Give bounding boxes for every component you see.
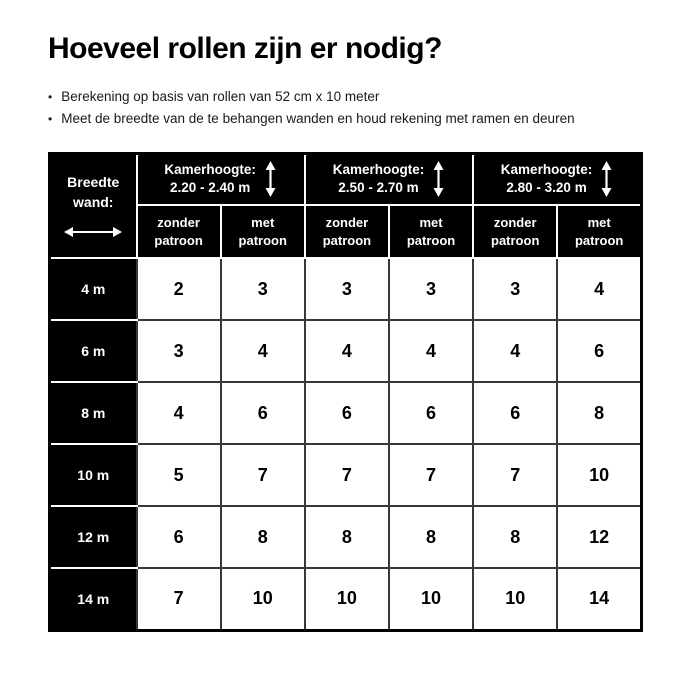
value-cell: 7	[472, 443, 559, 507]
table-row: 12 m 6 8 8 8 8 12	[48, 505, 643, 569]
subheader-zonder-patroon: zonder patroon	[135, 204, 222, 259]
value-cell: 8	[556, 381, 643, 445]
row-label: 14 m	[48, 567, 138, 631]
bullet-item: • Berekening op basis van rollen van 52 …	[48, 86, 652, 108]
subheader-met-patroon: met patroon	[556, 204, 643, 259]
row-label: 8 m	[48, 381, 138, 445]
bullet-icon: •	[48, 89, 53, 104]
value-cell: 10	[472, 567, 559, 631]
subheader-zonder-patroon: zonder patroon	[472, 204, 559, 259]
table-row: 6 m 3 4 4 4 4 6	[48, 319, 643, 383]
row-label: 12 m	[48, 505, 138, 569]
value-cell: 6	[387, 381, 475, 445]
value-cell: 4	[135, 381, 222, 445]
value-cell: 10	[219, 567, 306, 631]
value-cell: 8	[387, 505, 475, 569]
corner-header-breedte-wand: Breedte wand:	[48, 152, 138, 259]
group-header-kamerhoogte-1: Kamerhoogte: 2.20 - 2.40 m	[135, 152, 306, 206]
value-cell: 10	[303, 567, 390, 631]
group-header-title: Kamerhoogte:	[500, 162, 593, 178]
value-cell: 3	[135, 319, 222, 383]
value-cell: 2	[135, 257, 222, 321]
bullet-icon: •	[48, 111, 53, 126]
corner-header-label: Breedte wand:	[67, 174, 120, 210]
value-cell: 4	[303, 319, 390, 383]
page-title: Hoeveel rollen zijn er nodig?	[48, 32, 442, 65]
table-body: 4 m 2 3 3 3 3 4 6 m 3 4 4 4 4 6 8 m 4 6	[48, 257, 643, 631]
subheader-met-patroon: met patroon	[387, 204, 475, 259]
row-label: 6 m	[48, 319, 138, 383]
value-cell: 7	[303, 443, 390, 507]
value-cell: 4	[387, 319, 475, 383]
group-header-kamerhoogte-2: Kamerhoogte: 2.50 - 2.70 m	[303, 152, 475, 206]
vertical-double-arrow-icon	[265, 161, 276, 198]
bullet-text: Meet de breedte van de te behangen wande…	[61, 110, 575, 126]
value-cell: 3	[387, 257, 475, 321]
row-label: 10 m	[48, 443, 138, 507]
value-cell: 6	[472, 381, 559, 445]
vertical-double-arrow-icon	[601, 161, 612, 198]
value-cell: 3	[472, 257, 559, 321]
group-header-range: 2.20 - 2.40 m	[169, 180, 251, 196]
value-cell: 14	[556, 567, 643, 631]
value-cell: 7	[387, 443, 475, 507]
value-cell: 6	[219, 381, 306, 445]
value-cell: 10	[556, 443, 643, 507]
rolls-needed-table: Breedte wand: Kamerhoogte: 2.20 - 2.40 m	[48, 151, 643, 632]
horizontal-double-arrow-icon	[64, 227, 123, 238]
value-cell: 6	[556, 319, 643, 383]
bullet-item: • Meet de breedte van de te behangen wan…	[48, 108, 652, 130]
bullet-text: Berekening op basis van rollen van 52 cm…	[61, 88, 380, 104]
value-cell: 7	[219, 443, 306, 507]
table-row: 4 m 2 3 3 3 3 4	[48, 257, 643, 321]
table-row: 10 m 5 7 7 7 7 10	[48, 443, 643, 507]
row-label: 4 m	[48, 257, 138, 321]
value-cell: 6	[303, 381, 390, 445]
subheader-met-patroon: met patroon	[219, 204, 306, 259]
table-row: 14 m 7 10 10 10 10 14	[48, 567, 643, 631]
value-cell: 8	[472, 505, 559, 569]
table-header: Breedte wand: Kamerhoogte: 2.20 - 2.40 m	[48, 152, 643, 259]
group-header-title: Kamerhoogte:	[164, 162, 256, 178]
group-header-title: Kamerhoogte:	[332, 162, 425, 178]
vertical-double-arrow-icon	[433, 161, 444, 198]
table-row: 8 m 4 6 6 6 6 8	[48, 381, 643, 445]
value-cell: 4	[472, 319, 559, 383]
value-cell: 4	[556, 257, 643, 321]
subheader-zonder-patroon: zonder patroon	[303, 204, 390, 259]
value-cell: 4	[219, 319, 306, 383]
group-header-kamerhoogte-3: Kamerhoogte: 2.80 - 3.20 m	[472, 152, 643, 206]
page-content: Hoeveel rollen zijn er nodig? • Berekeni…	[48, 32, 652, 632]
value-cell: 3	[303, 257, 390, 321]
value-cell: 3	[219, 257, 306, 321]
bullet-list: • Berekening op basis van rollen van 52 …	[48, 86, 652, 130]
value-cell: 8	[303, 505, 390, 569]
value-cell: 6	[135, 505, 222, 569]
value-cell: 12	[556, 505, 643, 569]
group-header-range: 2.50 - 2.70 m	[338, 180, 419, 196]
group-header-range: 2.80 - 3.20 m	[506, 180, 587, 196]
value-cell: 10	[387, 567, 475, 631]
value-cell: 5	[135, 443, 222, 507]
value-cell: 7	[135, 567, 222, 631]
value-cell: 8	[219, 505, 306, 569]
